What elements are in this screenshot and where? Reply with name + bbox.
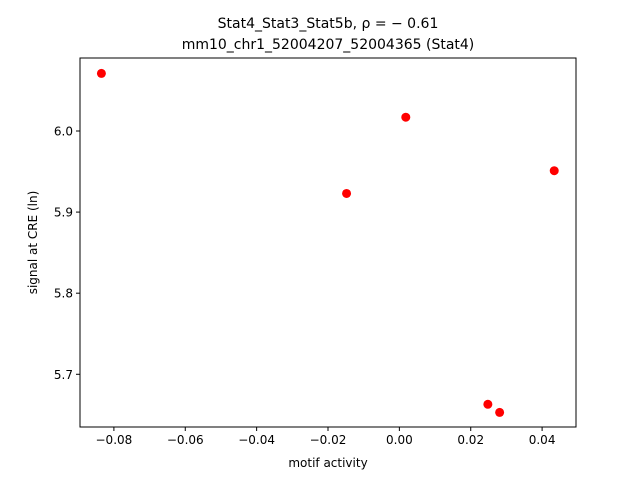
y-tick-label: 6.0 [54,124,73,138]
x-axis-ticks: −0.08 −0.06 −0.04 −0.02 0.00 0.02 0.04 [96,427,556,447]
chart-title-line2: mm10_chr1_52004207_52004365 (Stat4) [182,37,475,53]
data-point-6 [549,166,559,176]
x-tick-label: −0.04 [238,433,275,447]
y-tick-label: 5.7 [54,368,73,382]
data-point-5 [495,407,505,417]
y-tick-label: 5.9 [54,206,73,220]
x-tick-label: −0.02 [310,433,347,447]
data-point-2 [342,188,352,198]
x-tick-label: −0.06 [167,433,204,447]
x-axis-label: motif activity [288,456,367,470]
data-point-4 [483,399,493,409]
y-tick-label: 5.8 [54,287,73,301]
plot-area [96,68,559,417]
y-axis-label: signal at CRE (ln) [26,191,40,295]
data-point-3 [401,112,411,122]
y-axis-ticks: 5.7 5.8 5.9 6.0 [54,124,80,382]
x-tick-label: 0.02 [457,433,484,447]
data-point-1 [96,68,106,78]
x-tick-label: −0.08 [96,433,133,447]
chart-title-line1: Stat4_Stat3_Stat5b, ρ = − 0.61 [218,16,439,32]
x-tick-label: 0.00 [386,433,413,447]
x-tick-label: 0.04 [529,433,556,447]
